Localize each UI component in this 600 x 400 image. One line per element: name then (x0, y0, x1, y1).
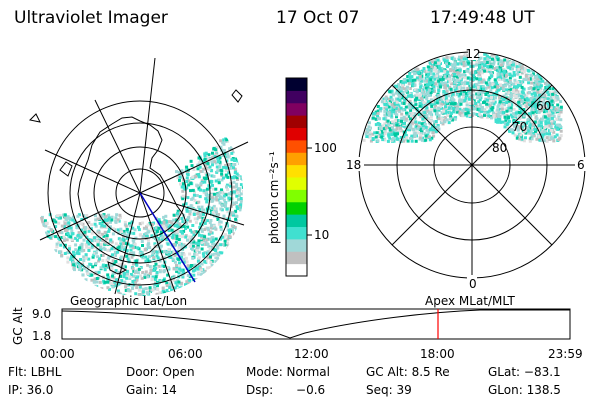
mlt-label-0: 0 (469, 277, 477, 291)
colorbar-tick-10: 10 (314, 228, 329, 242)
aurora-emission-geographic (40, 137, 243, 296)
latitude-circles (47, 100, 233, 286)
timeline-left-title: Geographic Lat/Lon (70, 294, 187, 308)
altitude-curve (61, 309, 570, 339)
app-title: Ultraviolet Imager (14, 8, 168, 28)
y-tick-max: 9.0 (32, 307, 51, 321)
altitude-timeline: Geographic Lat/Lon Apex MLat/MLT GC Alt … (11, 294, 583, 361)
sequence-number: Seq: 39 (366, 383, 412, 397)
timeline-right-title: Apex MLat/MLT (425, 294, 515, 308)
aurora-emission-magnetic (362, 52, 563, 143)
date-label: 17 Oct 07 (276, 8, 360, 28)
geo-longitude: GLon: 138.5 (488, 383, 561, 397)
dsp-value: Dsp: −0.6 (246, 383, 325, 397)
mlt-label-12: 12 (465, 47, 480, 61)
mlt-label-18: 18 (346, 158, 361, 172)
colorbar-tick-100: 100 (314, 141, 337, 155)
gc-altitude: GC Alt: 8.5 Re (366, 365, 450, 379)
color-scale-bar: 100 10 photon cm⁻²s⁻¹ (267, 77, 337, 277)
geo-latitude: GLat: −83.1 (488, 365, 561, 379)
mlat-label-70: 70 (512, 120, 527, 134)
x-tick-0000: 00:00 (40, 347, 75, 361)
magnetic-polar-grid: 12 18 6 0 60 70 80 (344, 46, 587, 291)
y-tick-min: 1.8 (32, 329, 51, 343)
ip-value: IP: 36.0 (8, 383, 53, 397)
geographic-map (28, 57, 249, 296)
mlat-label-60: 60 (536, 99, 551, 113)
status-footer: Flt: LBHL Door: Open Mode: Normal GC Alt… (8, 365, 561, 397)
mlat-label-80: 80 (492, 141, 507, 155)
x-tick-0600: 06:00 (168, 347, 203, 361)
x-tick-1200: 12:00 (294, 347, 329, 361)
time-label: 17:49:48 UT (430, 8, 535, 28)
timeline-axis-label: GC Alt (11, 307, 25, 345)
flight-filter: Flt: LBHL (8, 365, 62, 379)
meridian-lines (39, 57, 249, 295)
mode-status: Mode: Normal (246, 365, 330, 379)
colorbar-unit-label: photon cm⁻²s⁻¹ (267, 151, 281, 244)
x-tick-1800: 18:00 (420, 347, 455, 361)
gain-value: Gain: 14 (126, 383, 177, 397)
mlt-label-6: 6 (577, 158, 585, 172)
coastline (77, 116, 187, 257)
x-tick-2359: 23:59 (548, 347, 583, 361)
door-status: Door: Open (126, 365, 195, 379)
